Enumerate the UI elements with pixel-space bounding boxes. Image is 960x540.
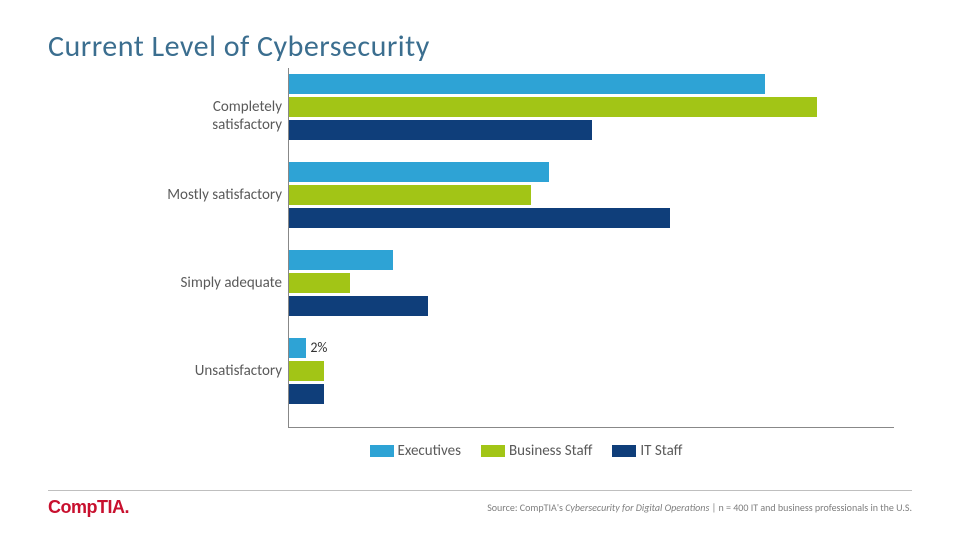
bar-value-label: 55% [412,74,888,94]
bar-value-label: 2% [310,338,327,358]
bar [289,338,306,358]
footer-rule [48,490,912,491]
legend-item: IT Staff [612,442,682,460]
legend-label: Executives [398,442,461,460]
logo-text: CompTIA [48,497,125,517]
source-text: Source: CompTIA's Cybersecurity for Digi… [487,501,912,514]
category-label: Mostly satisfactory [158,186,282,204]
chart: 55% 61% 35% 30% 28% 44% 12% 7% 16% 2% 4% 4% Complet… [158,68,894,458]
legend: Executives Business Staff IT Staff [158,442,894,460]
bar-value-label: 7% [827,273,888,293]
bar-value-label: 44% [507,208,888,228]
legend-item: Executives [370,442,461,460]
legend-swatch [370,445,394,457]
logo-dot: . [125,497,130,517]
source-suffix: | n = 400 IT and business professionals … [709,501,912,514]
source-prefix: Source: CompTIA's [487,501,565,514]
logo: CompTIA. [48,497,129,518]
bar-value-label: 61% [360,97,888,117]
footer-line: CompTIA. Source: CompTIA's Cybersecurity… [48,497,912,518]
legend-label: Business Staff [509,442,592,460]
bar [289,185,531,205]
legend-swatch [612,445,636,457]
bar-value-label: 16% [750,296,889,316]
plot-area: 55% 61% 35% 30% 28% 44% 12% 7% 16% 2% 4% 4% [288,68,894,428]
legend-item: Business Staff [481,442,592,460]
footer: CompTIA. Source: CompTIA's Cybersecurity… [48,490,912,518]
category-label: Unsatisfactory [158,362,282,380]
bar-value-label: 4% [853,384,888,404]
bar [289,273,350,293]
bar-value-label: 30% [628,162,888,182]
legend-swatch [481,445,505,457]
category-label: Simply adequate [158,274,282,292]
bar [289,250,393,270]
bar-value-label: 35% [585,120,888,140]
category-label: Completely satisfactory [158,98,282,134]
bar [289,120,592,140]
page-title: Current Level of Cybersecurity [48,28,912,65]
bar [289,162,549,182]
legend-label: IT Staff [640,442,682,460]
bar-value-label: 12% [784,250,888,270]
bar [289,361,324,381]
slide: Current Level of Cybersecurity 55% 61% 35%… [0,0,960,540]
bar-value-label: 4% [853,361,888,381]
source-italic: Cybersecurity for Digital Operations [565,501,709,514]
bar [289,296,428,316]
bar [289,384,324,404]
bar-value-label: 28% [646,185,888,205]
